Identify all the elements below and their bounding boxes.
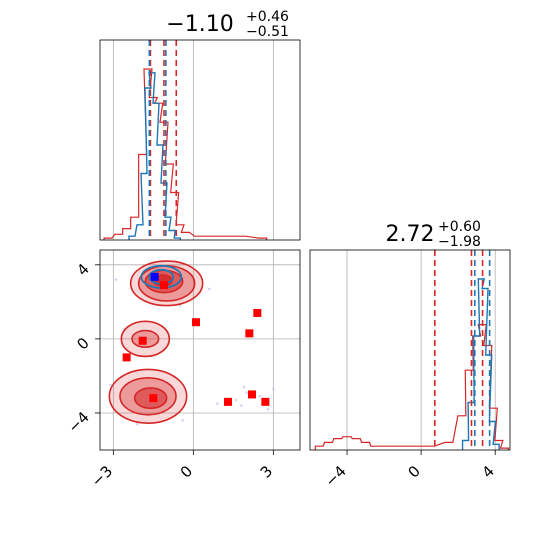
histogram-red-p0	[103, 68, 268, 240]
grid-joint	[100, 250, 300, 450]
markers-joint	[122, 272, 270, 406]
marginal-panel-p0	[99, 39, 301, 241]
title-p1-sup: +0.60	[438, 219, 481, 235]
tick-label-joint-y: 0	[73, 334, 92, 353]
title-p0-value: −1.10	[166, 12, 233, 37]
marker-red-square	[138, 336, 147, 345]
tick-label-p1-x: 4	[479, 462, 498, 481]
tick-label-joint-x: 0	[177, 462, 196, 481]
sample-point	[240, 404, 243, 407]
sample-point	[208, 287, 211, 291]
tick-label-joint-y: 4	[73, 260, 92, 279]
panel-frame-p0	[99, 39, 301, 241]
sample-point	[181, 419, 184, 422]
title-p0-sup: +0.46	[246, 9, 289, 25]
marker-red-square	[224, 397, 232, 406]
marker-red-square	[245, 329, 254, 338]
marker-blue-square	[150, 272, 159, 281]
sample-point	[234, 398, 238, 402]
histogram-blue-p1	[461, 278, 500, 450]
hist-p1	[314, 278, 510, 450]
marker-red-square	[160, 281, 168, 290]
tick-label-joint-x: −3	[88, 462, 116, 490]
marker-red-square	[149, 394, 158, 403]
tick-label-p1-x: −4	[321, 462, 349, 490]
tick-label-p1-x: 0	[404, 462, 423, 481]
marker-red-square	[248, 390, 256, 399]
title-p1-sub: −1.98	[438, 234, 481, 250]
marker-red-square	[192, 318, 200, 327]
grid-p1	[346, 250, 496, 450]
histogram-red-p1	[314, 324, 510, 450]
panel-frame-p1	[309, 249, 511, 451]
sample-point	[242, 385, 246, 389]
marker-red-square	[253, 308, 262, 317]
tick-label-joint-x: 3	[257, 462, 276, 481]
sample-point	[114, 278, 118, 281]
tick-label-joint-y: −4	[64, 408, 92, 436]
title-p1-value: 2.72	[386, 222, 435, 247]
sample-point	[245, 391, 248, 394]
sample-point	[266, 407, 270, 411]
marker-red-square	[261, 397, 270, 406]
grid-p0	[112, 40, 274, 240]
marker-red-square	[122, 353, 131, 362]
marginal-panel-p1	[309, 249, 511, 451]
sample-point	[109, 383, 112, 387]
histogram-blue-p0	[128, 72, 182, 240]
title-p0-sub: −0.51	[246, 24, 289, 40]
sample-point	[272, 387, 275, 391]
joint-panel	[99, 249, 301, 451]
panel-frame-joint	[99, 249, 301, 451]
sample-point	[258, 394, 262, 398]
quantile-lines-p0	[148, 40, 178, 240]
quantile-lines-p1	[434, 250, 491, 450]
sample-point	[216, 402, 219, 406]
sample-point	[136, 422, 139, 426]
title-p0: −1.10	[166, 12, 233, 37]
title-p1: 2.72	[386, 222, 435, 247]
hist-p0	[103, 68, 268, 240]
